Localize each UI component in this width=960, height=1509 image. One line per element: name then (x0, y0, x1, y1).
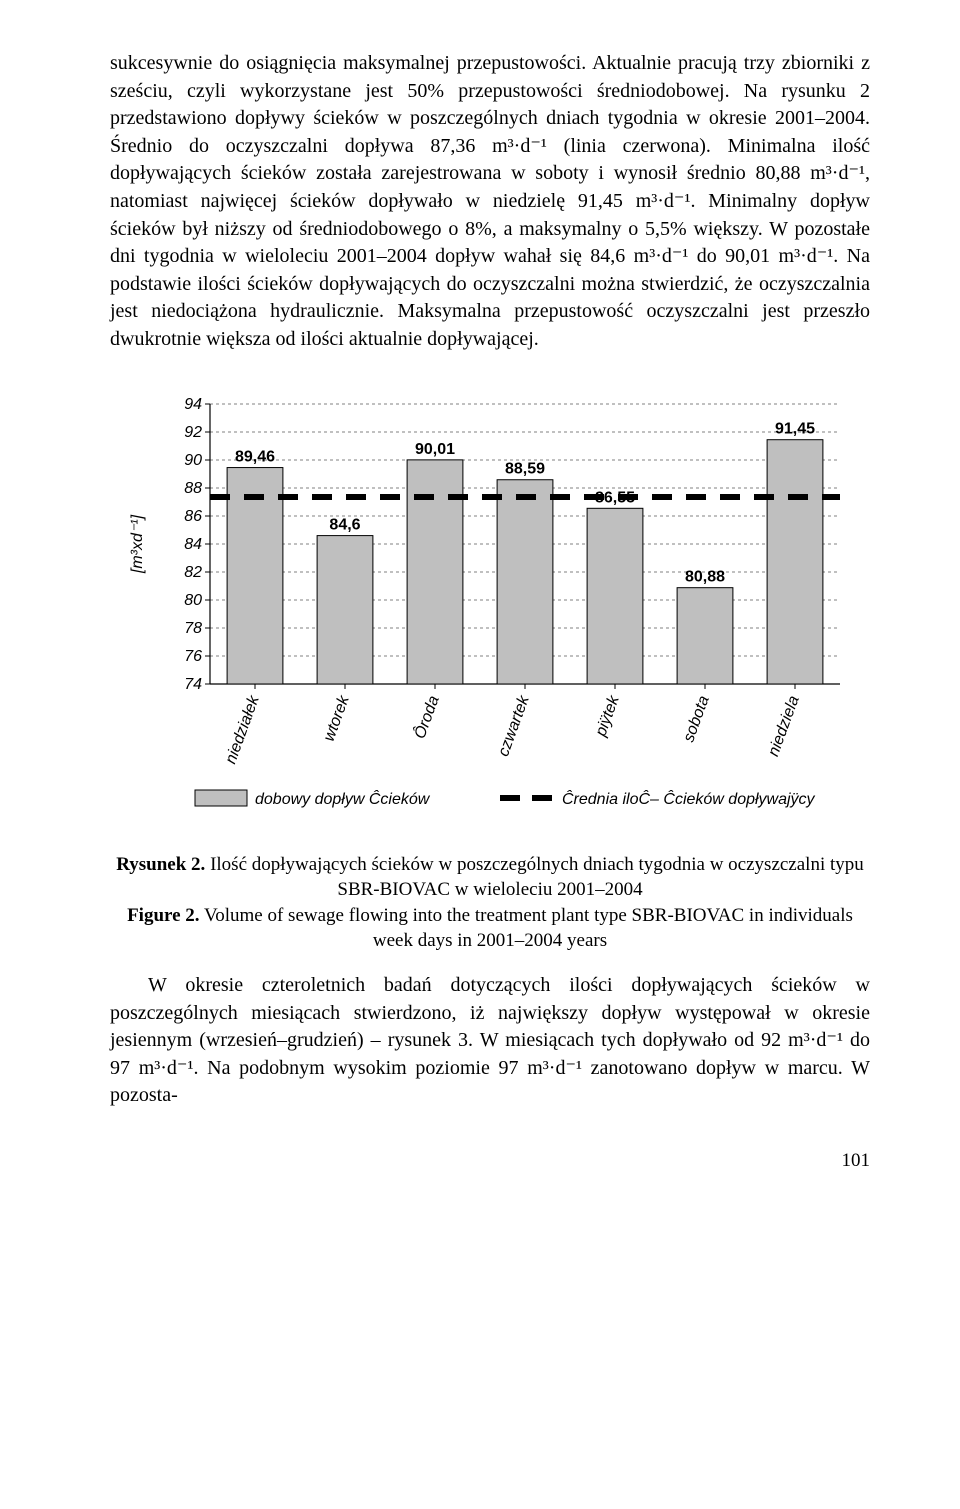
svg-text:niedziałek: niedziałek (222, 692, 263, 766)
caption-en-bold: Figure 2. (127, 905, 199, 926)
svg-text:niedziela: niedziela (765, 693, 803, 758)
svg-text:94: 94 (184, 396, 202, 413)
caption-en-text: Volume of sewage flowing into the treatm… (200, 905, 853, 952)
svg-text:91,45: 91,45 (775, 420, 815, 437)
svg-text:sobota: sobota (680, 693, 712, 744)
caption-pl-text: Ilość dopływających ścieków w poszczegól… (205, 854, 863, 901)
svg-text:wtorek: wtorek (321, 692, 353, 743)
svg-text:86: 86 (184, 508, 202, 525)
svg-text:dobowy dopływ Ĉcieków: dobowy dopływ Ĉcieków (255, 789, 431, 808)
chart-svg: 74 76 78 80 82 84 86 88 90 92 94 89,46 niedziałek 84,… (120, 394, 860, 824)
svg-text:84,6: 84,6 (329, 516, 360, 533)
svg-text:89,46: 89,46 (235, 448, 275, 465)
svg-text:78: 78 (184, 620, 202, 637)
svg-text:84: 84 (184, 536, 202, 553)
svg-text:88,59: 88,59 (505, 460, 545, 477)
svg-text:[m³xd⁻¹]: [m³xd⁻¹] (129, 514, 146, 574)
svg-text:90: 90 (184, 452, 202, 469)
figure-caption: Rysunek 2. Ilość dopływających ścieków w… (110, 852, 870, 955)
svg-text:82: 82 (184, 564, 202, 581)
paragraph-bottom: W okresie czteroletnich badań dotyczącyc… (110, 972, 870, 1110)
svg-text:76: 76 (184, 648, 202, 665)
page-number: 101 (110, 1150, 870, 1172)
svg-text:czwartek: czwartek (495, 692, 533, 758)
paragraph-top: sukcesywnie do osiągnięcia maksymalnej p… (110, 50, 870, 354)
svg-text:92: 92 (184, 424, 202, 441)
svg-text:piÿtek: piÿtek (592, 692, 623, 739)
svg-text:74: 74 (184, 676, 202, 693)
caption-pl-bold: Rysunek 2. (116, 854, 205, 875)
weekly-inflow-chart: 74 76 78 80 82 84 86 88 90 92 94 89,46 niedziałek 84,… (120, 394, 860, 824)
svg-text:90,01: 90,01 (415, 440, 455, 457)
svg-text:88: 88 (184, 480, 202, 497)
svg-text:Ĉrednia iloĈ– Ĉcieków dopływaj: Ĉrednia iloĈ– Ĉcieków dopływajÿcy (562, 789, 816, 808)
svg-text:Ôroda: Ôroda (410, 692, 443, 740)
svg-text:80: 80 (184, 592, 202, 609)
svg-text:80,88: 80,88 (685, 568, 725, 585)
